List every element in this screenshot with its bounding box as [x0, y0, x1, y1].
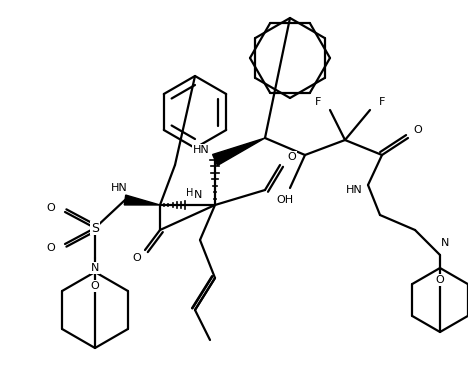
- Text: OH: OH: [277, 195, 293, 205]
- Text: S: S: [91, 221, 99, 234]
- Text: HN: HN: [193, 145, 209, 155]
- Text: O: O: [47, 203, 55, 213]
- Text: O: O: [414, 125, 423, 135]
- Text: O: O: [436, 275, 445, 285]
- Text: HN: HN: [110, 183, 127, 193]
- Text: O: O: [91, 281, 99, 291]
- Text: O: O: [132, 253, 141, 263]
- Text: N: N: [194, 190, 202, 200]
- Polygon shape: [212, 138, 265, 165]
- Text: N: N: [441, 238, 449, 248]
- Text: O: O: [47, 243, 55, 253]
- Text: O: O: [288, 152, 296, 162]
- Polygon shape: [124, 195, 160, 205]
- Text: H: H: [186, 188, 194, 198]
- Text: F: F: [315, 97, 321, 107]
- Text: N: N: [91, 263, 99, 273]
- Text: F: F: [379, 97, 385, 107]
- Text: HN: HN: [346, 185, 362, 195]
